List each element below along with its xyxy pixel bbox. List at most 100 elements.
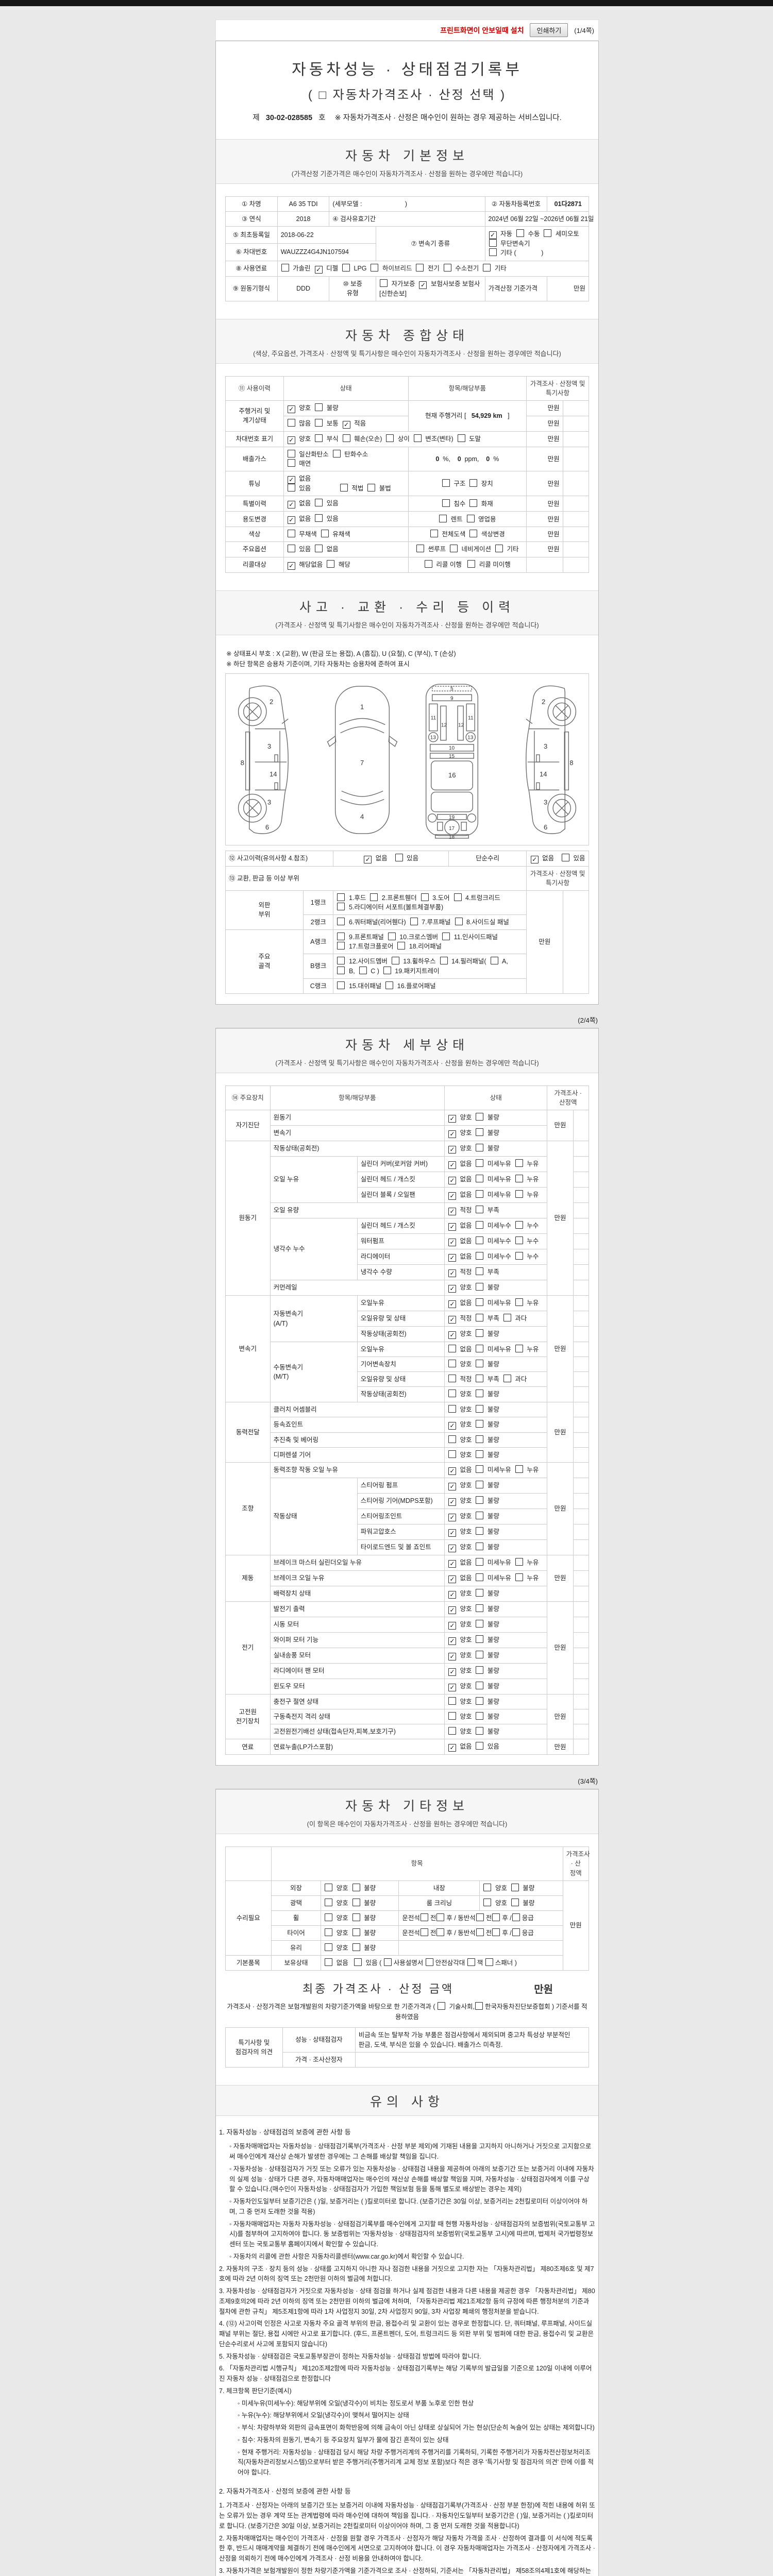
checkbox[interactable] <box>515 1221 523 1229</box>
checkbox[interactable] <box>476 1928 484 1936</box>
checkbox-checked[interactable]: ✓ <box>287 516 295 524</box>
checkbox-checked[interactable]: ✓ <box>448 1683 456 1691</box>
checkbox[interactable] <box>442 933 450 941</box>
checkbox[interactable] <box>503 1314 511 1321</box>
checkbox[interactable] <box>469 499 478 507</box>
checkbox[interactable] <box>287 484 295 492</box>
checkbox-checked[interactable]: ✓ <box>448 1652 456 1660</box>
checkbox[interactable] <box>443 263 451 272</box>
checkbox[interactable] <box>544 229 552 238</box>
checkbox[interactable] <box>476 1573 484 1581</box>
checkbox[interactable] <box>315 545 323 553</box>
checkbox-checked[interactable]: ✓ <box>448 1575 456 1583</box>
checkbox[interactable] <box>315 514 323 522</box>
checkbox[interactable] <box>367 484 376 492</box>
checkbox[interactable] <box>503 1375 511 1383</box>
checkbox[interactable] <box>430 530 438 538</box>
checkbox[interactable] <box>325 1943 333 1952</box>
print-button[interactable]: 인쇄하기 <box>530 23 568 37</box>
checkbox-checked[interactable]: ✓ <box>448 1560 456 1568</box>
checkbox[interactable] <box>476 1727 484 1735</box>
checkbox[interactable] <box>436 1913 445 1921</box>
checkbox[interactable] <box>476 1314 484 1321</box>
checkbox[interactable] <box>562 853 569 861</box>
checkbox[interactable] <box>483 1898 492 1906</box>
checkbox[interactable] <box>337 893 345 901</box>
checkbox[interactable] <box>469 530 478 538</box>
checkbox[interactable] <box>352 1928 360 1936</box>
checkbox[interactable] <box>359 966 367 974</box>
checkbox[interactable] <box>476 1666 484 1674</box>
checkbox[interactable] <box>395 853 403 861</box>
checkbox[interactable] <box>287 418 295 427</box>
checkbox[interactable] <box>371 263 379 272</box>
checkbox[interactable] <box>490 957 498 965</box>
checkbox[interactable] <box>332 449 341 457</box>
checkbox-checked[interactable]: ✓ <box>448 1606 456 1614</box>
checkbox[interactable] <box>436 1928 445 1936</box>
checkbox[interactable] <box>315 499 323 507</box>
checkbox[interactable] <box>476 1913 484 1921</box>
checkbox[interactable] <box>512 1913 520 1921</box>
checkbox[interactable] <box>457 434 465 442</box>
checkbox[interactable] <box>476 1389 484 1398</box>
checkbox[interactable] <box>511 1898 519 1906</box>
checkbox[interactable] <box>416 545 425 553</box>
checkbox[interactable] <box>476 1650 484 1658</box>
checkbox[interactable] <box>325 1913 333 1921</box>
checkbox[interactable] <box>416 263 424 272</box>
checkbox[interactable] <box>439 514 447 522</box>
checkbox-checked[interactable]: ✓ <box>448 1300 456 1308</box>
checkbox[interactable] <box>475 2002 483 2010</box>
checkbox[interactable] <box>388 933 396 941</box>
checkbox-checked[interactable]: ✓ <box>448 1668 456 1676</box>
checkbox[interactable] <box>512 1928 520 1936</box>
checkbox[interactable] <box>476 1419 484 1428</box>
checkbox[interactable] <box>448 1404 456 1413</box>
checkbox-checked[interactable]: ✓ <box>287 436 295 444</box>
checkbox[interactable] <box>476 1527 484 1535</box>
checkbox[interactable] <box>476 1465 484 1473</box>
checkbox[interactable] <box>515 1236 523 1244</box>
checkbox-checked[interactable]: ✓ <box>448 1513 456 1521</box>
checkbox[interactable] <box>421 893 429 901</box>
checkbox-checked[interactable]: ✓ <box>448 1269 456 1277</box>
checkbox[interactable] <box>476 1435 484 1443</box>
checkbox-checked[interactable]: ✓ <box>448 1115 456 1123</box>
checkbox[interactable] <box>315 418 323 427</box>
checkbox-checked[interactable]: ✓ <box>364 855 372 863</box>
checkbox[interactable] <box>515 1159 523 1167</box>
checkbox[interactable] <box>476 1619 484 1628</box>
checkbox-checked[interactable]: ✓ <box>287 476 295 484</box>
checkbox[interactable] <box>448 1697 456 1705</box>
checkbox[interactable] <box>495 545 503 553</box>
checkbox[interactable] <box>476 1283 484 1291</box>
checkbox[interactable] <box>485 1958 493 1967</box>
checkbox[interactable] <box>476 1588 484 1597</box>
checkbox[interactable] <box>315 403 323 411</box>
checkbox[interactable] <box>476 1404 484 1413</box>
checkbox[interactable] <box>516 229 524 238</box>
checkbox[interactable] <box>440 957 448 965</box>
checkbox[interactable] <box>287 545 295 553</box>
checkbox[interactable] <box>492 1928 500 1936</box>
checkbox[interactable] <box>337 933 345 941</box>
checkbox[interactable] <box>370 893 378 901</box>
checkbox[interactable] <box>476 1206 484 1213</box>
checkbox[interactable] <box>315 434 323 442</box>
checkbox[interactable] <box>467 1958 475 1967</box>
checkbox[interactable] <box>438 2002 446 2010</box>
checkbox-checked[interactable]: ✓ <box>448 1637 456 1645</box>
checkbox-checked[interactable]: ✓ <box>448 1254 456 1262</box>
checkbox[interactable] <box>448 1435 456 1443</box>
checkbox-checked[interactable]: ✓ <box>448 1208 456 1215</box>
checkbox-checked[interactable]: ✓ <box>448 1482 456 1490</box>
checkbox[interactable] <box>325 1883 333 1891</box>
checkbox[interactable] <box>515 1557 523 1566</box>
checkbox[interactable] <box>327 560 335 568</box>
checkbox[interactable] <box>476 1480 484 1488</box>
checkbox[interactable] <box>515 1298 523 1306</box>
checkbox[interactable] <box>337 957 345 965</box>
checkbox-checked[interactable]: ✓ <box>287 562 295 570</box>
checkbox[interactable] <box>466 514 475 522</box>
